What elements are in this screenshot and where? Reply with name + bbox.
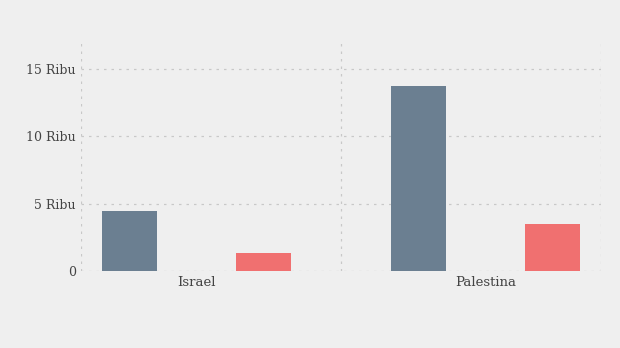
Bar bbox=[236, 253, 291, 271]
Bar bbox=[102, 211, 157, 271]
Bar bbox=[525, 224, 580, 271]
Bar bbox=[391, 86, 446, 271]
